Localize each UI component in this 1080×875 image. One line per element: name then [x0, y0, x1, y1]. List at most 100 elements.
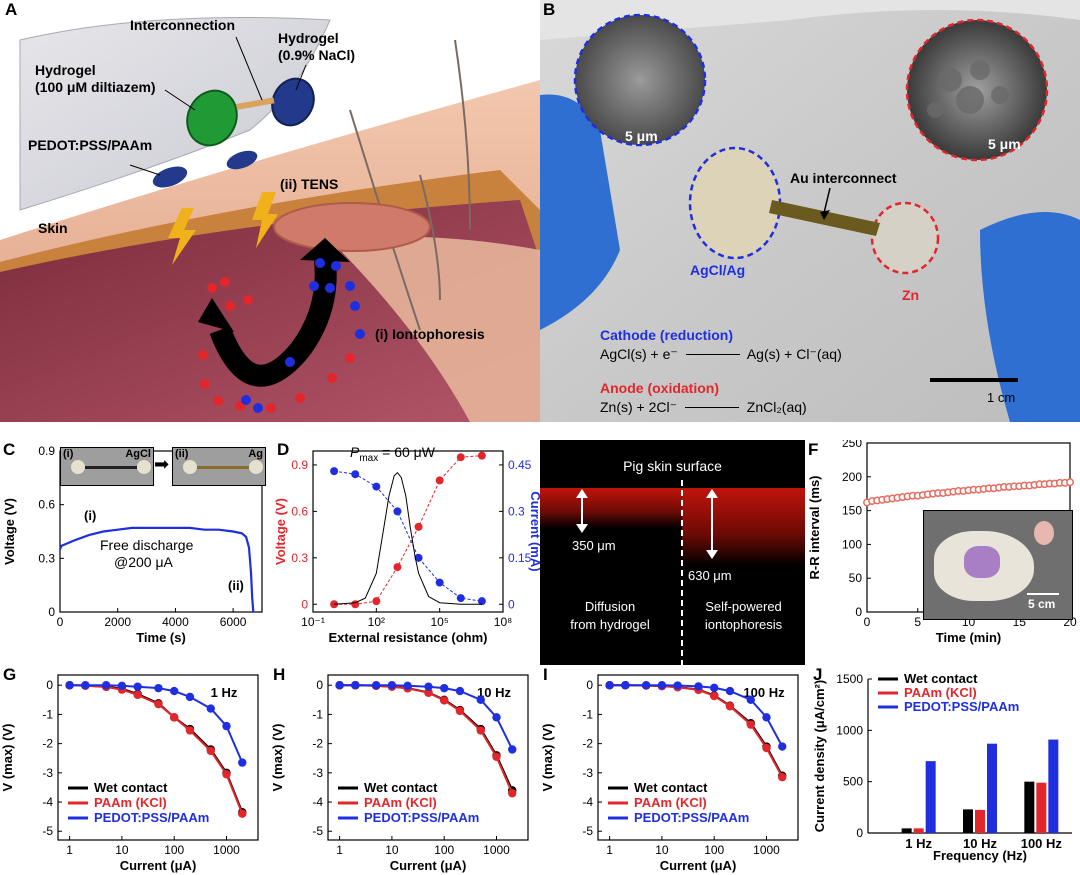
point-voltage — [414, 522, 423, 531]
point-pedot-pss-paam — [133, 682, 142, 691]
panel-label-b: B — [543, 0, 556, 19]
bar-paam-kcl- — [913, 828, 924, 833]
panel-label-h: H — [273, 665, 286, 684]
y-tick-label: -4 — [582, 795, 593, 809]
plot-frame — [327, 674, 529, 841]
point-current — [477, 597, 486, 606]
legend-label: PEDOT:PSS/PAAm — [364, 810, 479, 825]
x-category-label: 1 Hz — [905, 836, 932, 851]
y-tick-label: 0.3 — [38, 551, 55, 565]
inset-agcl: (i) AgCl — [60, 447, 154, 486]
plot-frame — [312, 450, 504, 613]
point-current — [393, 507, 402, 516]
mark-i: (i) — [84, 508, 97, 523]
bar-pedot-pss-paam — [987, 743, 997, 833]
y2-tick-label: 0.15 — [508, 551, 532, 565]
point-pedot-pss-paam — [508, 745, 517, 754]
panel-label-d: D — [277, 440, 290, 459]
x-tick-label: 10 — [385, 843, 399, 857]
y-tick-label: -1 — [42, 707, 53, 721]
point-pedot-pss-paam — [387, 681, 397, 690]
inset-ii-label: (ii) — [175, 448, 189, 460]
cathode-title: Cathode (reduction) — [600, 327, 733, 343]
point-paam-kcl- — [710, 691, 719, 701]
chart-d: 10⁻¹ 10² 10⁵ 10⁸ 0 0.3 0.6 0.9 External resistan… — [275, 450, 540, 645]
pmax-sub: max — [359, 452, 379, 464]
inset-i-label: (i) — [63, 448, 74, 460]
x-tick-label: 1 — [606, 843, 613, 857]
point-voltage — [393, 563, 402, 572]
y-tick-label: 50 — [849, 571, 863, 585]
y-axis-label: R-R interval (ms) — [807, 475, 822, 579]
point-pedot-pss-paam — [673, 681, 682, 690]
pmax-symbol: P — [350, 444, 360, 460]
y-tick-label: 0.6 — [38, 498, 55, 512]
y-tick-label: 0 — [48, 605, 55, 619]
point-pedot-pss-paam — [206, 704, 215, 713]
point-paam-kcl- — [424, 688, 433, 698]
y-tick-label: 1000 — [836, 723, 863, 737]
panel-b-photo — [540, 0, 1080, 422]
pmax-label: Pmax = 60 μW — [350, 444, 435, 464]
inset-ag: (ii) Ag — [172, 447, 266, 486]
x-tick-label: 100 — [434, 843, 454, 857]
bar-pedot-pss-paam — [1048, 739, 1059, 833]
plot-frame — [597, 674, 799, 841]
legend-label: Wet contact — [904, 671, 978, 686]
legend-label: Wet contact — [634, 780, 708, 795]
label-skin: Skin — [38, 220, 68, 236]
point-paam-kcl- — [133, 690, 142, 700]
series-line-discharge — [58, 526, 255, 613]
legend-label: PEDOT:PSS/PAAm — [634, 810, 749, 825]
point-pedot-pss-paam — [778, 742, 787, 751]
panel-label-f: F — [808, 440, 819, 459]
series-line-paam-kcl- — [339, 684, 514, 794]
mark-ii: (ii) — [228, 578, 244, 593]
point-pedot-pss-paam — [710, 683, 719, 693]
label-hydrogel-drug: Hydrogel (100 μM diltiazem) — [35, 62, 156, 95]
point-pedot-pss-paam — [694, 682, 703, 691]
anode-eq: Zn(s) + 2Cl⁻ ZnCl₂(aq) — [600, 399, 807, 416]
frequency-label: 1 Hz — [211, 685, 238, 700]
x-tick-label: 100 — [704, 843, 724, 857]
chart-h: 1 10 100 1000 0 -1 -2 -3 -4 -5 Current (μA) V (max)… — [270, 674, 529, 873]
y-tick-label: 0 — [316, 678, 323, 692]
point-pedot-pss-paam — [621, 681, 630, 690]
scale-left: 5 μm — [625, 128, 658, 144]
y2-tick-label: 0.45 — [508, 458, 532, 472]
rat-photo-inset: 5 cm — [923, 510, 1073, 620]
y-tick-label: -5 — [582, 824, 593, 838]
inset-ag-label: Ag — [248, 448, 263, 460]
cathode-eq-right: Ag(s) + Cl⁻(aq) — [746, 346, 842, 362]
x-tick-label: 4000 — [162, 615, 189, 629]
panel-f: 0 5 10 15 20 0 50 100 150 200 250 Time (min) R-R int… — [805, 440, 1080, 665]
bar-wet-contact — [1024, 781, 1035, 833]
electrode-dot — [249, 460, 263, 474]
x-axis-label: Current (μA) — [390, 858, 467, 873]
scale-label: 5 cm — [1028, 597, 1056, 611]
x-axis-label: Time (s) — [136, 630, 186, 645]
point-pedot-pss-paam — [101, 681, 111, 690]
series-line-voltage — [334, 455, 482, 605]
panel-c: 0 2000 4000 6000 0 0.3 0.6 0.9 Time (s) Voltage (… — [0, 440, 275, 665]
label-self-powered-2: iontophoresis — [704, 617, 783, 632]
point-current — [351, 470, 360, 479]
point-pedot-pss-paam — [424, 682, 433, 691]
y-axis-label: Voltage (V) — [2, 498, 17, 565]
y-tick-label: -1 — [312, 707, 323, 721]
label-hydrogel-nacl: Hydrogel (0.9% NaCl) — [278, 30, 356, 63]
y-tick-label: -2 — [582, 737, 593, 751]
anode-eq-left: Zn(s) + 2Cl⁻ — [600, 399, 678, 415]
x-tick-label: 10⁻¹ — [301, 615, 325, 629]
series-line-power — [334, 471, 482, 605]
scale-bar — [1027, 593, 1059, 595]
panel-label-i: I — [543, 665, 548, 684]
legend-label: PEDOT:PSS/PAAm — [904, 699, 1019, 714]
y-tick-label: -3 — [42, 766, 53, 780]
x-axis-label: Current (μA) — [120, 858, 197, 873]
point-pedot-pss-paam — [335, 681, 344, 690]
panel-e: E Pig skin surface 350 μm 630 μm Diffusi… — [540, 440, 805, 665]
point-paam-kcl- — [746, 720, 755, 729]
point-pedot-pss-paam — [154, 683, 163, 693]
bar-wet-contact — [963, 809, 973, 833]
